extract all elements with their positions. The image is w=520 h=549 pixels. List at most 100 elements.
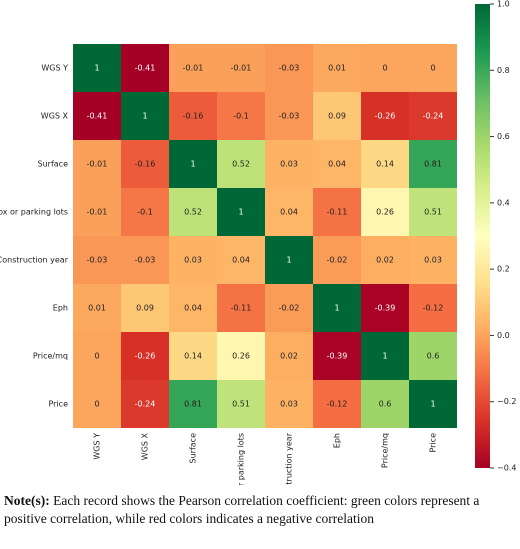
heatmap-cell: [313, 92, 361, 140]
heatmap-cell: [121, 284, 169, 332]
cell-label: 0.04: [232, 256, 250, 265]
heatmap-cell: [121, 92, 169, 140]
heatmap-cell: [409, 284, 457, 332]
cell-label: 0: [94, 400, 99, 409]
cell-label: -0.01: [231, 64, 252, 73]
heatmap-cell: [409, 188, 457, 236]
cell-label: 0.14: [376, 160, 394, 169]
heatmap-cell: [73, 236, 121, 284]
colorbar-tick-label: 0.4: [497, 198, 510, 207]
heatmap-cell: [265, 140, 313, 188]
cell-label: 0.6: [427, 352, 440, 361]
heatmap-cell: [313, 44, 361, 92]
heatmap-cell: [169, 44, 217, 92]
cell-label: 0.04: [184, 304, 202, 313]
cell-label: -0.02: [279, 304, 300, 313]
heatmap-cell: [121, 332, 169, 380]
cell-label: 0.01: [328, 64, 346, 73]
heatmap-cell: [313, 284, 361, 332]
y-tick-label: Price/mq: [33, 352, 68, 361]
heatmap-cell: [121, 140, 169, 188]
y-tick-label: Eph: [53, 304, 68, 313]
cell-label: 0.81: [184, 400, 202, 409]
x-tick-label: Price: [429, 433, 438, 453]
cell-label: -0.41: [87, 112, 108, 121]
heatmap-cell: [265, 92, 313, 140]
heatmap-cell: [409, 380, 457, 428]
cell-label: 0.26: [232, 352, 250, 361]
cell-label: -0.01: [183, 64, 204, 73]
heatmap-cell: [361, 188, 409, 236]
heatmap-cell: [361, 92, 409, 140]
cell-label: 1: [286, 256, 291, 265]
cell-label: 0.02: [280, 352, 298, 361]
heatmap-cell: [265, 236, 313, 284]
cell-label: 1: [238, 208, 243, 217]
heatmap-cell: [121, 236, 169, 284]
heatmap-cell: [409, 92, 457, 140]
cell-label: 0.04: [328, 160, 346, 169]
cell-label: -0.11: [231, 304, 252, 313]
cell-label: -0.41: [135, 64, 156, 73]
x-tick-label: WGS Y: [93, 433, 102, 460]
heatmap-cell: [409, 236, 457, 284]
y-tick-label: Box or parking lots: [0, 208, 68, 217]
colorbar-tick-label: 1.0: [497, 0, 510, 9]
heatmap-cell: [361, 140, 409, 188]
cell-label: 0: [382, 64, 387, 73]
heatmap-cell: [121, 44, 169, 92]
cell-label: 1: [382, 352, 387, 361]
cell-label: -0.26: [375, 112, 396, 121]
cell-label: -0.39: [375, 304, 396, 313]
cell-label: 0.03: [424, 256, 442, 265]
cell-label: -0.16: [135, 160, 156, 169]
heatmap-cell: [169, 380, 217, 428]
cell-label: 0.14: [184, 352, 202, 361]
cell-label: 0.52: [232, 160, 250, 169]
heatmap-cell: [217, 92, 265, 140]
heatmap-cell: [169, 92, 217, 140]
x-tick-label: Construction year: [285, 432, 294, 485]
note-text: Each record shows the Pearson correlatio…: [4, 493, 480, 526]
cell-label: 0.02: [376, 256, 394, 265]
heatmap-cell: [409, 332, 457, 380]
cell-label: 0.26: [376, 208, 394, 217]
x-tick-label: WGS X: [141, 432, 150, 460]
heatmap-cell: [361, 44, 409, 92]
cell-label: 0.03: [184, 256, 202, 265]
cell-label: 0.81: [424, 160, 442, 169]
heatmap-cell: [265, 284, 313, 332]
cell-label: -0.12: [423, 304, 444, 313]
heatmap-cell: [73, 332, 121, 380]
heatmap-cell: [265, 44, 313, 92]
cell-label: 0: [430, 64, 435, 73]
heatmap-cell: [121, 380, 169, 428]
colorbar-tick-label: 0.6: [497, 132, 510, 141]
cell-label: -0.03: [279, 64, 300, 73]
colorbar-tick-label: −0.4: [497, 464, 516, 473]
cell-label: -0.03: [135, 256, 156, 265]
heatmap-cell: [409, 140, 457, 188]
heatmap-cell: [265, 332, 313, 380]
heatmap-cell: [169, 284, 217, 332]
cell-label: -0.01: [87, 208, 108, 217]
cell-label: 1: [190, 160, 195, 169]
heatmap-cell: [217, 236, 265, 284]
x-tick-label: Eph: [333, 433, 342, 448]
heatmap-cell: [73, 380, 121, 428]
cell-label: 1: [142, 112, 147, 121]
cell-label: -0.02: [327, 256, 348, 265]
cell-label: 0.04: [280, 208, 298, 217]
cell-label: 0.09: [328, 112, 346, 121]
heatmap-cell: [73, 284, 121, 332]
heatmap-cell: [73, 44, 121, 92]
cell-label: -0.1: [137, 208, 153, 217]
cell-label: -0.1: [233, 112, 249, 121]
heatmap-cell: [217, 284, 265, 332]
heatmap-cell: [73, 140, 121, 188]
heatmap-cell: [265, 380, 313, 428]
x-tick-label: Price/mq: [381, 433, 390, 468]
cell-label: -0.11: [327, 208, 348, 217]
cell-label: 0.51: [424, 208, 442, 217]
